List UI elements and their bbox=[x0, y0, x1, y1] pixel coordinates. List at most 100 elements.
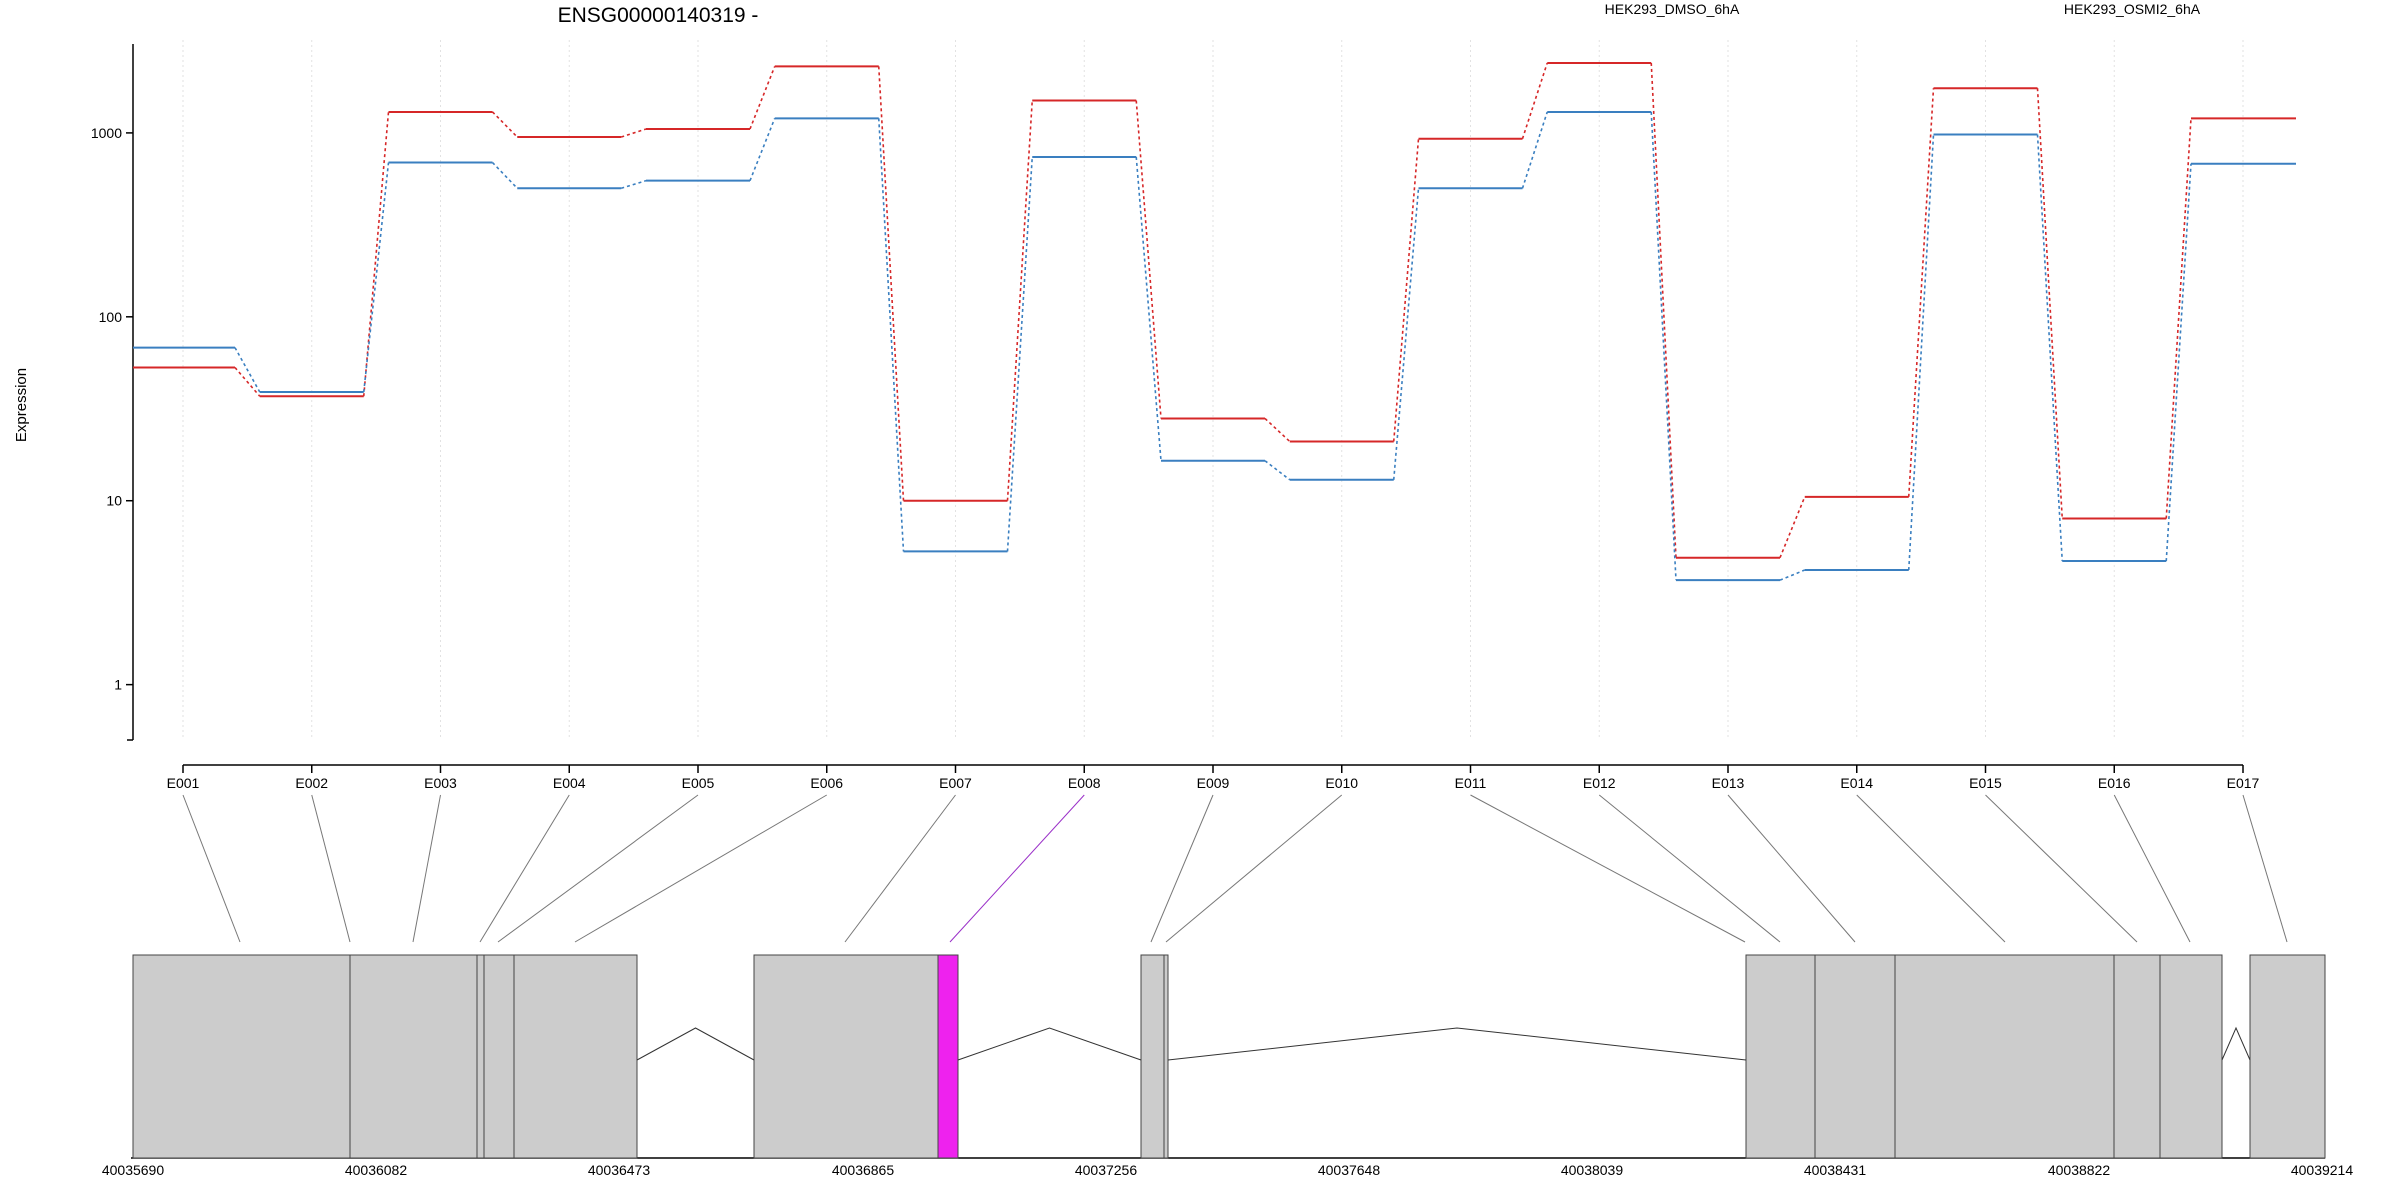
series-transition bbox=[1006, 156, 1034, 552]
y-tick-label: 1000 bbox=[91, 125, 122, 141]
exon-connector bbox=[2113, 794, 2191, 943]
exon-connector bbox=[1727, 794, 1856, 943]
exon-box bbox=[2159, 954, 2223, 1159]
series-transition bbox=[1779, 569, 1806, 581]
y-axis-title: Expression bbox=[13, 368, 30, 442]
chart-title: ENSG00000140319 - bbox=[558, 4, 759, 27]
exon-box bbox=[1894, 954, 2115, 1159]
series-transition bbox=[234, 347, 261, 393]
exon-connector bbox=[844, 794, 956, 943]
y-tick-label: 10 bbox=[106, 493, 122, 509]
exon-label: E011 bbox=[1455, 775, 1487, 791]
series-lines bbox=[133, 61, 2296, 582]
coordinate-label: 40036473 bbox=[588, 1162, 651, 1178]
exon-box bbox=[2249, 954, 2326, 1159]
exon-connector bbox=[182, 794, 241, 943]
exon-box bbox=[2113, 954, 2161, 1159]
exon-axis: E001 E002 E003 E004 E005 E006 E007 E008 E009 E010… bbox=[167, 764, 2260, 791]
exon-label: E009 bbox=[1197, 775, 1230, 791]
exon-box bbox=[1814, 954, 1896, 1159]
series-transition bbox=[749, 118, 776, 181]
exon-box bbox=[476, 954, 485, 1159]
exon-connector bbox=[1470, 794, 1746, 943]
coordinate-label: 40037648 bbox=[1318, 1162, 1381, 1178]
exon-label: E014 bbox=[1840, 775, 1873, 791]
exon-label: E012 bbox=[1583, 775, 1616, 791]
exon-connector bbox=[479, 794, 570, 943]
coordinate-label: 40038822 bbox=[2048, 1162, 2111, 1178]
series-transition bbox=[749, 66, 776, 130]
exon-label: E004 bbox=[553, 775, 586, 791]
exon-connector bbox=[1165, 794, 1343, 943]
series-transition bbox=[1650, 62, 1677, 558]
series-transition bbox=[1135, 156, 1162, 461]
gene-model: 40035690 40036082 40036473 40036865 40037256… bbox=[102, 954, 2354, 1178]
y-axis: 1 10 100 1000 bbox=[91, 44, 134, 741]
exon-label: E016 bbox=[2098, 775, 2131, 791]
coordinate-label: 40038039 bbox=[1561, 1162, 1624, 1178]
series-transition bbox=[1521, 62, 1549, 139]
exon-box bbox=[132, 954, 351, 1159]
exon-box bbox=[349, 954, 478, 1159]
exon-connector bbox=[1985, 794, 2138, 943]
intron-line bbox=[1167, 1027, 1747, 1061]
series-transition bbox=[1264, 417, 1291, 443]
exon-box bbox=[1163, 954, 1169, 1159]
series-transition bbox=[1392, 138, 1420, 442]
legend-entry-osmi2: HEK293_OSMI2_6hA bbox=[2064, 1, 2201, 17]
exon-box bbox=[1745, 954, 1816, 1159]
exon-label: E006 bbox=[810, 775, 843, 791]
exon-connector bbox=[1856, 794, 2006, 943]
intron-line bbox=[2221, 1026, 2251, 1061]
exon-connector bbox=[949, 794, 1085, 943]
exon-box bbox=[753, 954, 939, 1159]
series-transition bbox=[2165, 118, 2192, 519]
exon-connector bbox=[412, 794, 441, 943]
exon-label: E007 bbox=[939, 775, 972, 791]
series-transition bbox=[877, 66, 905, 501]
exon-label: E005 bbox=[682, 775, 715, 791]
exon-box-highlighted bbox=[937, 954, 959, 1159]
exon-label: E003 bbox=[424, 775, 457, 791]
exon-connector bbox=[574, 794, 828, 943]
exon-label: E013 bbox=[1712, 775, 1745, 791]
series-transition bbox=[1907, 88, 1935, 497]
exon-box bbox=[1140, 954, 1165, 1159]
series-line bbox=[133, 110, 2296, 582]
exon-label: E010 bbox=[1325, 775, 1358, 791]
coordinate-label: 40036082 bbox=[345, 1162, 408, 1178]
series-transition bbox=[621, 179, 647, 190]
exon-label: E017 bbox=[2227, 775, 2260, 791]
coordinate-label: 40039214 bbox=[2291, 1162, 2354, 1178]
series-transition bbox=[2036, 88, 2064, 519]
series-transition bbox=[1135, 100, 1162, 419]
y-tick-label: 100 bbox=[99, 309, 123, 325]
series-transition bbox=[362, 162, 390, 393]
series-transition bbox=[234, 367, 261, 397]
coordinate-label: 40036865 bbox=[832, 1162, 895, 1178]
exon-label: E015 bbox=[1969, 775, 2002, 791]
series-transition bbox=[1779, 496, 1806, 559]
series-transition bbox=[621, 128, 647, 138]
series-transition bbox=[1392, 188, 1420, 480]
exon-label: E001 bbox=[167, 775, 200, 791]
series-transition bbox=[1264, 460, 1291, 481]
y-tick-label: 1 bbox=[114, 677, 122, 693]
series-transition bbox=[1907, 134, 1935, 571]
coordinate-label: 40037256 bbox=[1075, 1162, 1138, 1178]
coordinate-label: 40035690 bbox=[102, 1162, 165, 1178]
series-transition bbox=[1521, 111, 1549, 189]
series-transition bbox=[877, 118, 905, 552]
series-transition bbox=[491, 111, 518, 138]
series-transition bbox=[491, 161, 518, 189]
exon-connector bbox=[2242, 794, 2288, 943]
series-transition bbox=[2036, 134, 2064, 562]
intron-line bbox=[957, 1027, 1142, 1061]
series-transition bbox=[1650, 111, 1677, 581]
exon-box bbox=[483, 954, 515, 1159]
exon-box bbox=[513, 954, 638, 1159]
series-transition bbox=[2165, 163, 2192, 562]
exon-connector bbox=[1598, 794, 1781, 943]
exon-label: E008 bbox=[1068, 775, 1101, 791]
